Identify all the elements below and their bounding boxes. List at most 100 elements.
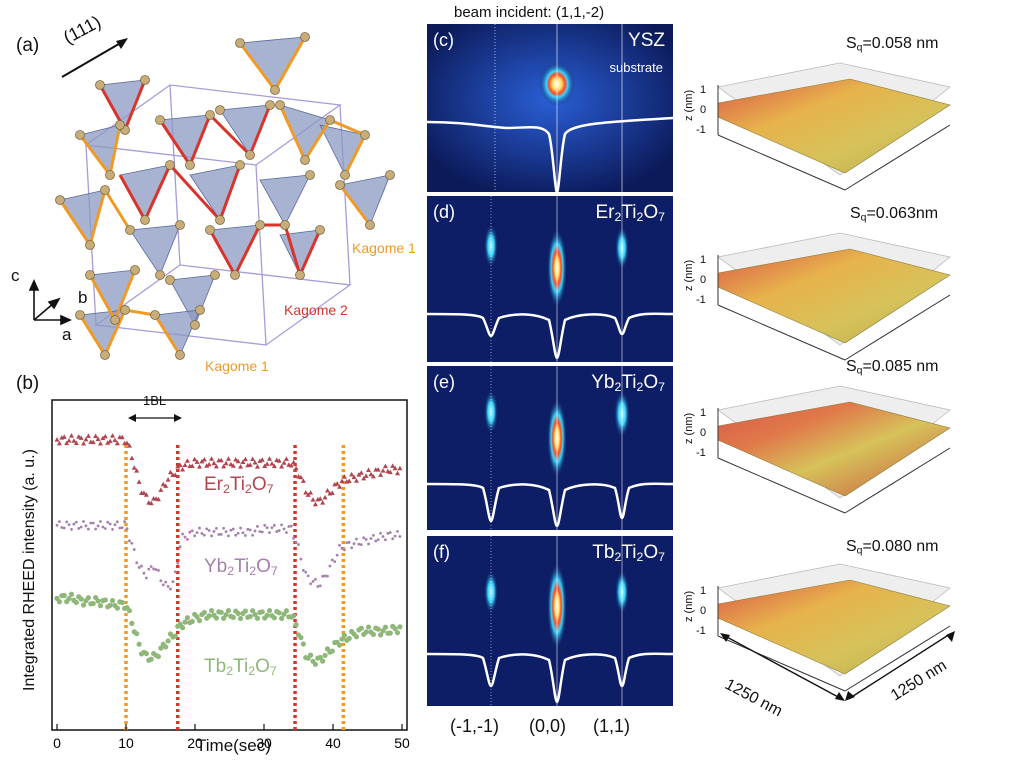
- rheed-f-name: Tb2Ti2O7: [592, 542, 665, 565]
- data-point-er2ti2o7: [324, 487, 330, 493]
- data-point-er2ti2o7: [90, 439, 96, 445]
- data-point-tb2ti2o7: [387, 630, 393, 636]
- data-point-yb2ti2o7: [152, 567, 156, 571]
- rheed-e-name: Yb2Ti2O7: [591, 372, 665, 395]
- data-point-er2ti2o7: [346, 478, 352, 483]
- data-point-yb2ti2o7: [294, 540, 298, 544]
- data-point-tb2ti2o7: [165, 638, 171, 644]
- data-point-yb2ti2o7: [359, 543, 363, 547]
- x-tick-label: 50: [394, 735, 410, 751]
- data-point-yb2ti2o7: [178, 545, 182, 549]
- data-point-er2ti2o7: [276, 458, 282, 463]
- data-point-er2ti2o7: [235, 458, 241, 464]
- data-point-yb2ti2o7: [391, 537, 395, 541]
- data-point-yb2ti2o7: [256, 525, 259, 528]
- data-point-tb2ti2o7: [90, 600, 96, 607]
- data-point-yb2ti2o7: [340, 546, 344, 550]
- data-point-tb2ti2o7: [266, 607, 273, 614]
- data-point-tb2ti2o7: [182, 619, 188, 625]
- data-point-yb2ti2o7: [84, 524, 88, 528]
- data-point-tb2ti2o7: [242, 608, 248, 614]
- data-point-er2ti2o7: [105, 440, 111, 445]
- data-point-tb2ti2o7: [254, 615, 261, 621]
- data-point-yb2ti2o7: [171, 580, 175, 584]
- data-point-yb2ti2o7: [388, 531, 392, 534]
- data-point-yb2ti2o7: [248, 528, 252, 532]
- data-point-er2ti2o7: [242, 456, 248, 462]
- kagome-1-upper-label: Kagome 1: [352, 240, 416, 256]
- data-point-tb2ti2o7: [317, 654, 323, 661]
- data-point-tb2ti2o7: [291, 613, 297, 619]
- data-point-er2ti2o7: [320, 500, 326, 505]
- data-point-er2ti2o7: [257, 458, 263, 463]
- data-point-er2ti2o7: [189, 463, 195, 469]
- data-point-er2ti2o7: [392, 465, 398, 471]
- data-point-yb2ti2o7: [214, 526, 218, 530]
- data-point-er2ti2o7: [83, 436, 89, 442]
- data-point-tb2ti2o7: [158, 645, 164, 651]
- data-point-yb2ti2o7: [166, 585, 170, 588]
- data-point-yb2ti2o7: [62, 526, 66, 530]
- data-point-yb2ti2o7: [260, 530, 264, 534]
- data-point-er2ti2o7: [288, 462, 294, 468]
- data-point-yb2ti2o7: [338, 543, 341, 547]
- data-point-er2ti2o7: [160, 481, 166, 487]
- data-point-tb2ti2o7: [206, 613, 212, 619]
- data-point-tb2ti2o7: [358, 625, 364, 631]
- data-point-yb2ti2o7: [125, 527, 129, 531]
- plot-frame: [51, 399, 408, 731]
- data-point-yb2ti2o7: [287, 525, 291, 528]
- data-point-yb2ti2o7: [350, 546, 354, 550]
- data-point-er2ti2o7: [136, 479, 142, 484]
- data-point-tb2ti2o7: [148, 656, 154, 662]
- data-point-er2ti2o7: [95, 436, 101, 441]
- plot-b-xlabel: Time(sec): [196, 736, 271, 755]
- data-point-yb2ti2o7: [101, 525, 105, 529]
- data-point-tb2ti2o7: [213, 615, 219, 621]
- data-point-er2ti2o7: [247, 462, 253, 467]
- data-point-yb2ti2o7: [301, 568, 305, 572]
- rheed-xlabel-plus: (1,1): [593, 716, 631, 736]
- data-point-yb2ti2o7: [224, 530, 228, 534]
- data-point-yb2ti2o7: [91, 521, 95, 525]
- data-point-er2ti2o7: [281, 460, 287, 465]
- data-point-yb2ti2o7: [70, 527, 73, 531]
- data-point-yb2ti2o7: [106, 520, 110, 524]
- data-point-yb2ti2o7: [253, 529, 257, 533]
- x-tick-label: 20: [187, 735, 203, 751]
- data-point-er2ti2o7: [182, 462, 188, 467]
- svg-text:z (nm): z (nm): [683, 413, 695, 444]
- data-point-yb2ti2o7: [381, 535, 385, 538]
- data-point-yb2ti2o7: [355, 537, 358, 541]
- data-point-er2ti2o7: [303, 490, 309, 495]
- data-point-yb2ti2o7: [229, 528, 233, 532]
- data-point-er2ti2o7: [68, 433, 74, 438]
- bl-arrow-left-head: [128, 414, 136, 422]
- data-point-er2ti2o7: [233, 457, 239, 462]
- data-point-er2ti2o7: [250, 456, 256, 461]
- data-point-yb2ti2o7: [386, 531, 390, 535]
- data-point-yb2ti2o7: [82, 520, 85, 523]
- series-er-label: Er2Ti2O7: [204, 474, 274, 497]
- data-point-er2ti2o7: [382, 463, 388, 469]
- series-tb-label: Tb2Ti2O7: [204, 656, 277, 679]
- data-point-yb2ti2o7: [299, 557, 303, 561]
- data-point-yb2ti2o7: [393, 534, 397, 538]
- data-point-tb2ti2o7: [107, 602, 113, 608]
- data-point-tb2ti2o7: [109, 598, 116, 604]
- data-point-tb2ti2o7: [129, 620, 135, 626]
- data-point-er2ti2o7: [230, 463, 236, 468]
- data-point-yb2ti2o7: [280, 523, 283, 527]
- svg-text:1: 1: [700, 84, 706, 96]
- data-point-er2ti2o7: [148, 500, 154, 506]
- data-point-tb2ti2o7: [353, 634, 360, 640]
- data-point-yb2ti2o7: [164, 580, 168, 584]
- data-point-yb2ti2o7: [115, 520, 119, 524]
- data-point-tb2ti2o7: [172, 633, 178, 639]
- data-point-er2ti2o7: [252, 459, 258, 465]
- direction-arrow-head: [116, 38, 128, 49]
- data-point-er2ti2o7: [100, 435, 106, 441]
- afm-sq-3: Sq=0.085 nm: [846, 358, 939, 377]
- data-point-yb2ti2o7: [275, 530, 279, 533]
- data-point-yb2ti2o7: [297, 543, 300, 546]
